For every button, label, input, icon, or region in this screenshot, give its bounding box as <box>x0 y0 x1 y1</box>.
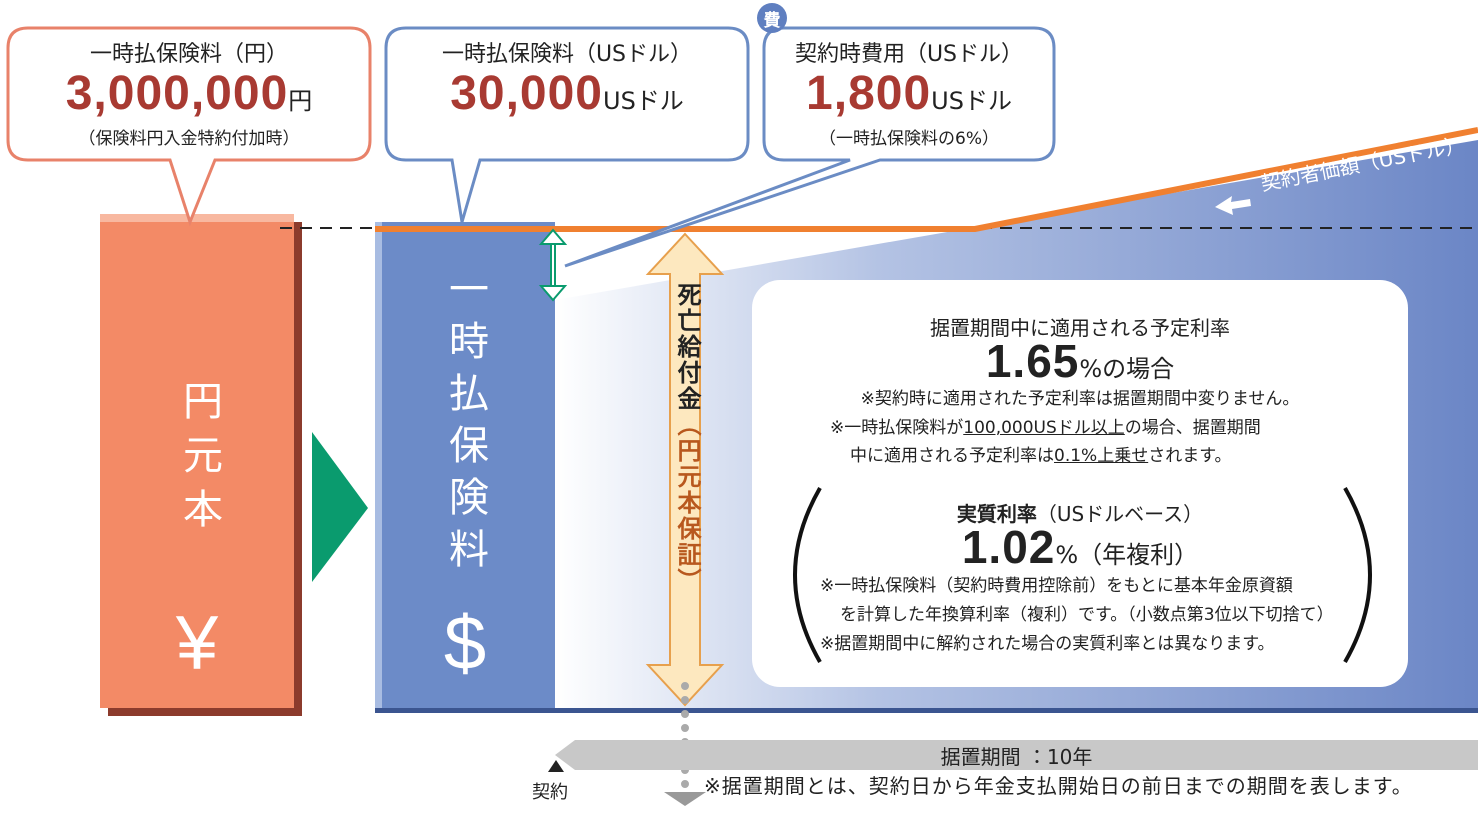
info-rate: 1.65%の場合 <box>752 334 1408 388</box>
down-arrow <box>664 792 706 806</box>
real-rate: 1.02%（年複利） <box>752 520 1408 574</box>
timeline-footnote: ※据置期間とは、契約日から年金支払開始日の前日までの期間を表します。 <box>704 774 1413 798</box>
rate: 1.02 <box>961 521 1056 573</box>
text: 実質利率 <box>956 502 1037 526</box>
text: されます。 <box>1148 446 1232 466</box>
box-note: （一時払保険料の6%） <box>819 129 999 149</box>
amount: 3,000,000 <box>65 67 289 120</box>
contract-value-line <box>375 127 1478 232</box>
unit: USドル <box>603 87 684 115</box>
text: 中に適用される予定利率は <box>850 446 1054 466</box>
yen-top <box>100 214 294 222</box>
info-note: ※契約時に適用された予定利率は据置期間中変りません。 <box>860 389 1300 409</box>
callout-fee <box>564 26 1056 268</box>
usd-label: 一時払保険料 <box>442 268 488 580</box>
usd-column <box>375 222 555 712</box>
box-amount: 30,000USドル <box>386 66 748 121</box>
yen-symbol: ¥ <box>175 601 219 686</box>
unit: USドル <box>931 87 1012 115</box>
paren-right <box>1343 487 1372 663</box>
base-line <box>375 708 1478 713</box>
badge <box>757 3 787 33</box>
text: 0.1%上乗せ <box>1054 446 1149 466</box>
usd-symbol: $ <box>443 601 487 686</box>
info-box <box>752 280 1408 687</box>
box-title: 一時払保険料（円） <box>89 42 288 67</box>
text: の場合、据置期間 <box>1124 418 1261 438</box>
box-title: 契約時費用（USドル） <box>794 42 1024 67</box>
rate-suffix: %（年複利） <box>1055 541 1199 569</box>
yen-label: 円元本 <box>176 380 222 542</box>
fee-arrow <box>538 228 568 302</box>
real-rate-title: 実質利率（USドルベース） <box>752 498 1408 527</box>
box-amount: 1,800USドル <box>764 66 1054 121</box>
text: （USドルベース） <box>1036 502 1204 526</box>
text: ※一時払保険料が <box>830 418 964 438</box>
text: ※据置期間中に解約された場合の実質利率とは異なります。 <box>820 634 1275 654</box>
timeline-start: 契約 <box>532 782 568 803</box>
death-benefit-arrow <box>645 232 725 707</box>
text: ※一時払保険料（契約時費用控除前）をもとに基本年金原資額 <box>820 576 1293 596</box>
paren-left <box>793 487 822 663</box>
arrow <box>312 432 368 582</box>
amount: 1,800 <box>806 67 932 120</box>
yen-column <box>100 214 294 708</box>
real-notes: ※一時払保険料（契約時費用控除前）をもとに基本年金原資額を計算した年換算利率（複… <box>820 572 1380 659</box>
death-benefit-label: 死亡給付金 <box>673 282 701 412</box>
info-note: ※一時払保険料が100,000USドル以上の場合、据置期間中に適用される予定利率… <box>830 414 1370 470</box>
text: 100,000USドル以上 <box>963 418 1125 438</box>
text: を計算した年換算利率（複利）です。（小数点第3位以下切捨て） <box>840 605 1334 625</box>
rate-suffix: %の場合 <box>1079 355 1175 383</box>
death-benefit-note: （円元本保証） <box>673 412 701 594</box>
usd-edge <box>375 222 382 712</box>
callout-yen <box>6 26 372 227</box>
box-note: （保険料円入金特約付加時） <box>78 129 300 149</box>
timeline-label: 据置期間 ：10年 <box>940 745 1093 769</box>
unit: 円 <box>288 87 313 115</box>
rate: 1.65 <box>985 335 1080 387</box>
callout-usd <box>384 26 750 223</box>
badge-text: 費 <box>763 11 781 31</box>
timeline-bar <box>555 740 1478 770</box>
info-heading: 据置期間中に適用される予定利率 <box>930 316 1230 340</box>
box-title: 一時払保険料（USドル） <box>441 42 693 67</box>
amount: 30,000 <box>450 67 603 120</box>
box-amount: 3,000,000円 <box>8 66 370 121</box>
start-marker <box>548 760 564 772</box>
label-arrow <box>1215 196 1251 215</box>
